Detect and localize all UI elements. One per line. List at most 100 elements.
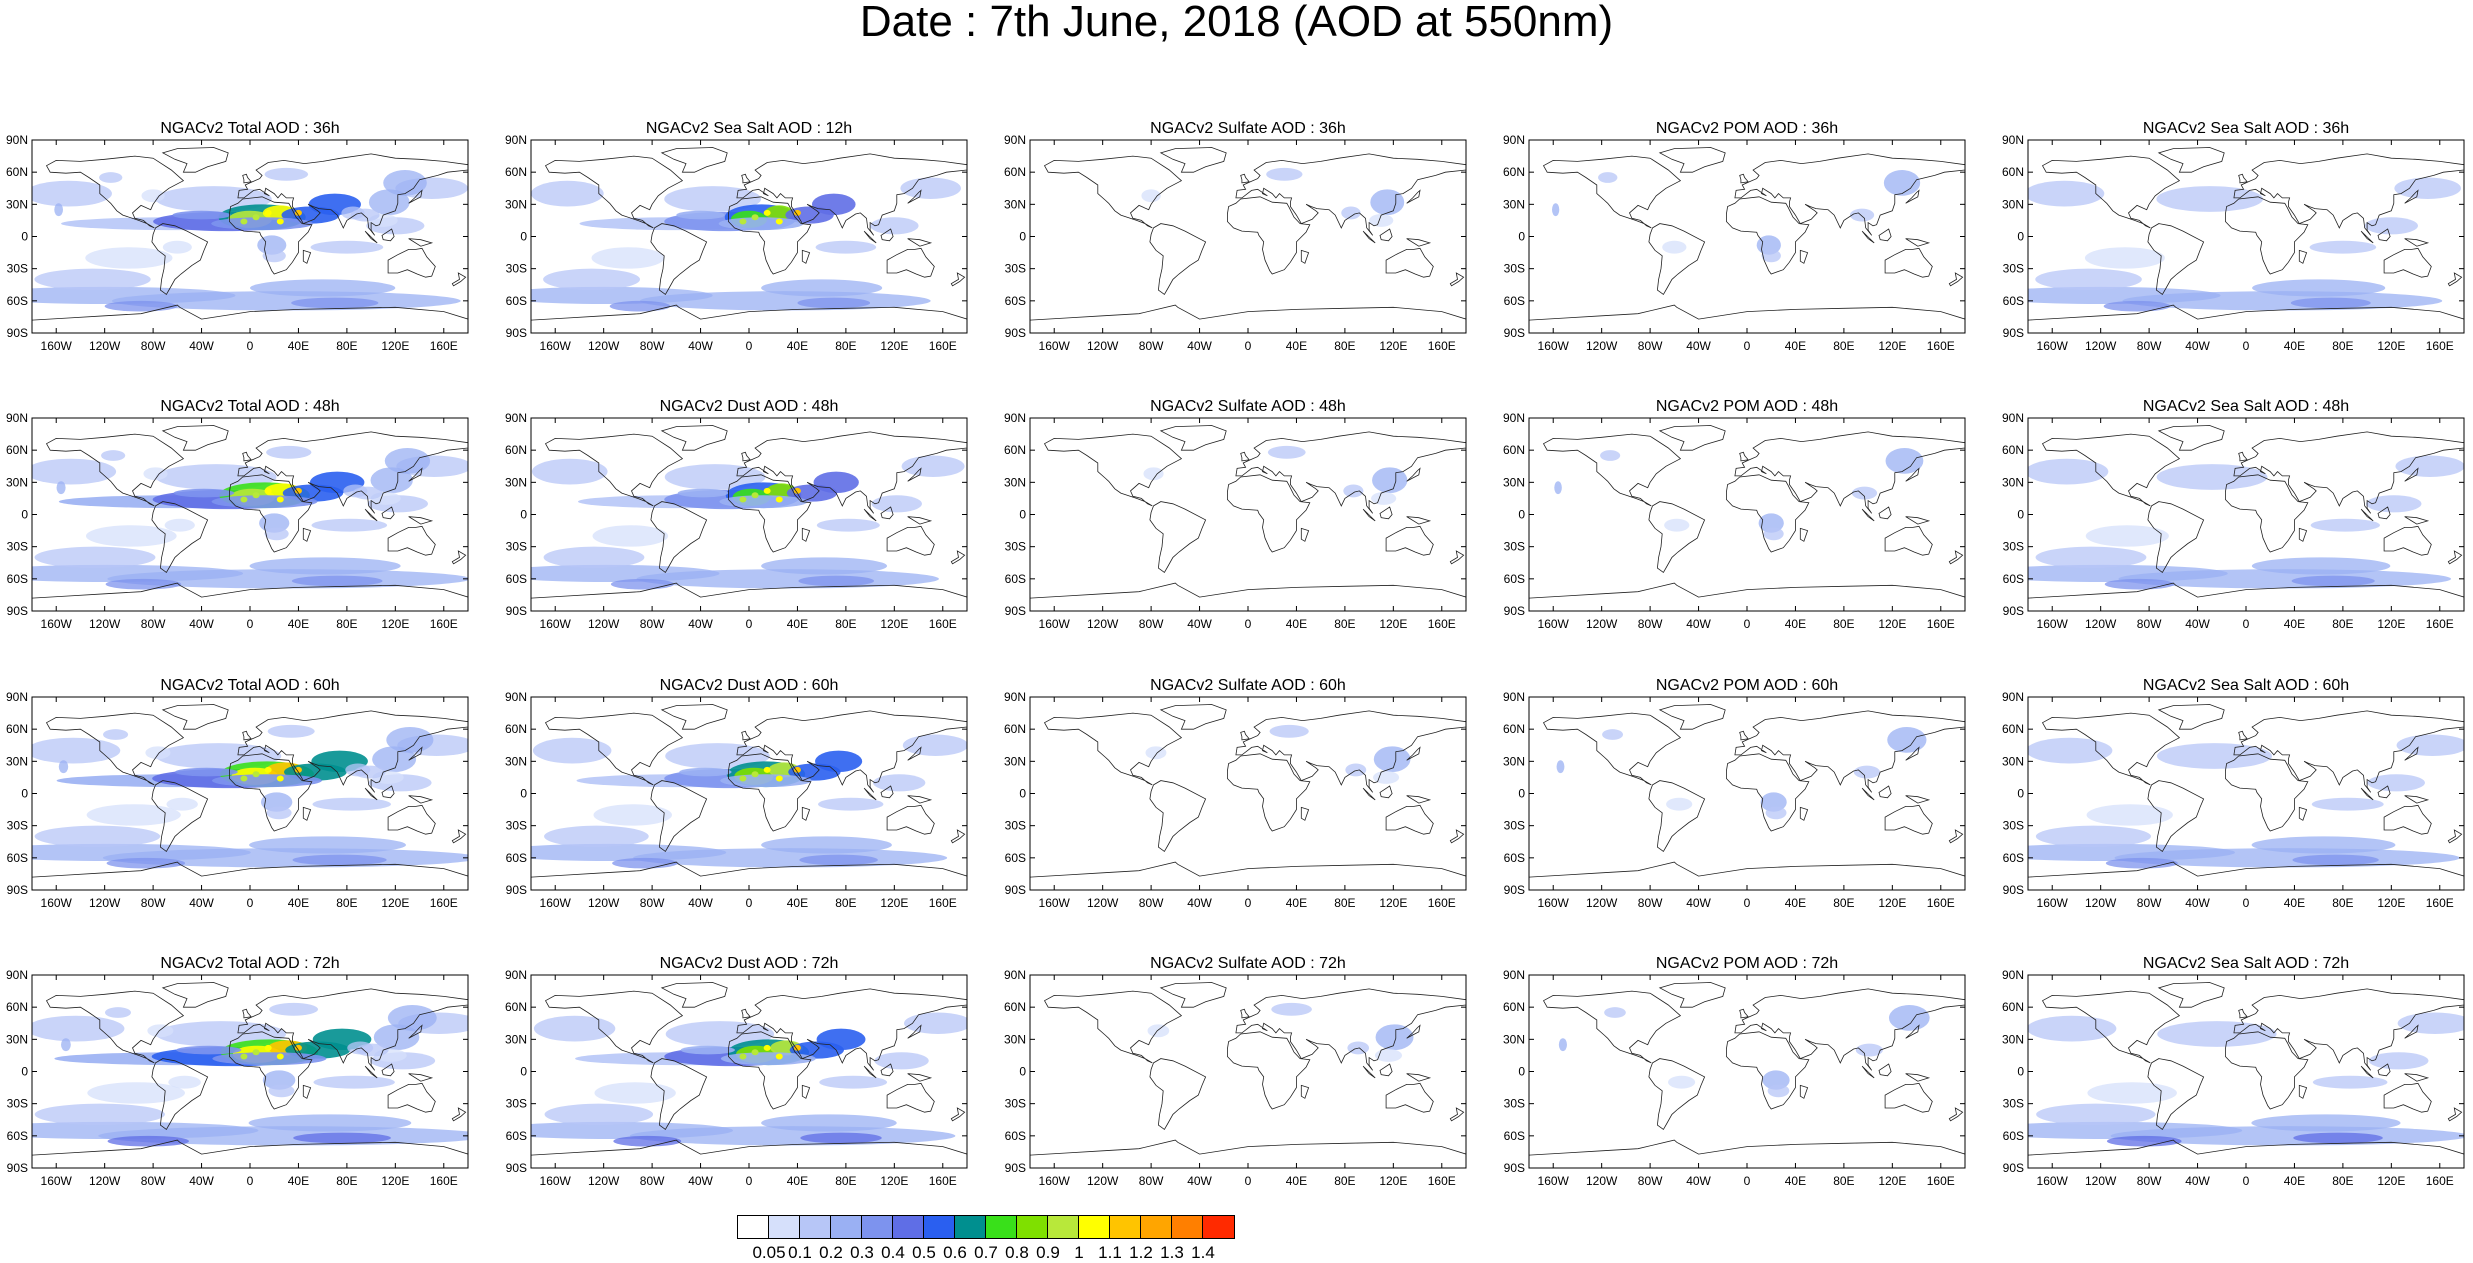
aod-blob-pom <box>386 727 434 753</box>
coastline <box>1030 304 1466 333</box>
coastline <box>2383 525 2432 556</box>
coastline <box>2233 153 2464 236</box>
aod-field <box>1147 1002 1414 1062</box>
coastline <box>2157 147 2225 173</box>
coastline <box>650 223 708 295</box>
coastline <box>1734 710 1965 793</box>
panel-title: NGACv2 Dust AOD : 72h <box>660 955 839 972</box>
coastline <box>451 829 467 844</box>
coastline <box>1240 730 1250 741</box>
lon-label: 80E <box>1833 1174 1854 1188</box>
aod-blob-sulfate <box>1267 445 1306 459</box>
aod-blob-pom <box>1853 765 1880 779</box>
lat-label: 60N <box>1503 722 1525 736</box>
coastline <box>229 196 313 275</box>
coastline <box>302 527 312 542</box>
lat-label: 30N <box>505 197 527 211</box>
aod-blob-dust <box>815 750 863 773</box>
map-panel: 90N 60N 30N 0 30S 60S 90S 160W 120W 80W 40W 0 40E 80E… <box>505 955 968 1188</box>
lat-label: 0 <box>21 508 28 522</box>
lon-label: 80E <box>336 896 357 910</box>
lon-label: 120E <box>381 1174 409 1188</box>
panel-title: NGACv2 Sea Salt AOD : 12h <box>646 120 852 137</box>
lon-label: 160E <box>1428 617 1456 631</box>
lon-label: 40W <box>1187 1174 1212 1188</box>
aod-blob-seasalt <box>819 1075 888 1089</box>
coastline <box>880 506 894 520</box>
lon-label: 120E <box>1379 339 1407 353</box>
lon-label: 0 <box>1245 617 1252 631</box>
aod-hotspot <box>240 1053 248 1060</box>
coastline <box>907 189 922 204</box>
aod-blob-seasalt <box>2293 1132 2383 1144</box>
lon-label: 0 <box>1245 896 1252 910</box>
panel-title: NGACv2 Dust AOD : 60h <box>660 677 839 694</box>
panel-title: NGACv2 Total AOD : 72h <box>160 955 339 972</box>
aod-blob-seasalt <box>665 743 770 769</box>
aod-blob-seasalt <box>155 464 277 490</box>
coastline <box>2147 1058 2205 1130</box>
aod-blob-pom <box>383 170 427 196</box>
panel-title: NGACv2 Total AOD : 36h <box>160 120 339 137</box>
coastline <box>1235 153 1466 236</box>
coastlines <box>531 982 967 1168</box>
lon-label: 0 <box>247 1174 254 1188</box>
lat-label: 0 <box>2017 508 2024 522</box>
coastline <box>1240 451 1250 462</box>
map-panel: 90N 60N 30N 0 30S 60S 90S 160W 120W 80W 40W 0 40E 80E… <box>505 398 968 631</box>
aod-blob-pom <box>168 1075 201 1089</box>
aod-blob-seasalt <box>293 1132 391 1144</box>
lat-label: 30N <box>1004 197 1026 211</box>
lat-label: 30S <box>2003 540 2024 554</box>
lon-label: 160E <box>1428 1174 1456 1188</box>
lat-label: 90N <box>1004 133 1026 147</box>
lat-label: 0 <box>21 230 28 244</box>
aod-hotspot <box>763 1044 771 1051</box>
coastline <box>2377 228 2391 242</box>
coastline <box>650 501 708 573</box>
aod-blob-seasalt <box>902 734 967 756</box>
lat-label: 0 <box>1019 508 1026 522</box>
coastline <box>161 147 229 173</box>
aod-blob-seasalt <box>664 186 762 212</box>
coastline <box>531 861 967 890</box>
lon-label: 0 <box>247 339 254 353</box>
lon-label: 160W <box>1538 1174 1570 1188</box>
lat-label: 0 <box>1019 230 1026 244</box>
aod-blob-seasalt <box>155 186 272 212</box>
aod-hotspot <box>751 214 759 221</box>
coastline <box>1948 1107 1964 1122</box>
lat-label: 30N <box>2002 1032 2024 1046</box>
aod-blob-pom <box>1885 448 1924 474</box>
lat-label: 90S <box>506 883 527 897</box>
colorbar-box <box>986 1216 1017 1238</box>
map-background <box>1529 975 1965 1168</box>
coastlines <box>1030 147 1466 333</box>
colorbar-box <box>862 1216 893 1238</box>
coastline <box>1905 238 1931 247</box>
panel-title: NGACv2 Sulfate AOD : 36h <box>1150 120 1346 137</box>
lat-label: 0 <box>520 787 527 801</box>
lat-label: 90N <box>6 133 28 147</box>
lat-label: 60N <box>1503 443 1525 457</box>
aod-blob-sulfate <box>269 1002 319 1016</box>
aod-blob-seasalt <box>2367 774 2425 792</box>
coastline <box>1030 1139 1466 1168</box>
coastline <box>907 1024 922 1039</box>
colorbar-box <box>955 1216 986 1238</box>
aod-blob-dust <box>811 193 856 216</box>
lon-label: 160W <box>1039 1174 1071 1188</box>
coastline <box>1300 249 1310 264</box>
coastline <box>2404 1024 2419 1039</box>
coastline <box>728 1031 812 1110</box>
lon-label: 0 <box>247 617 254 631</box>
aod-blob-seasalt <box>87 1082 185 1104</box>
aod-blob-seasalt <box>32 180 112 207</box>
coastline <box>364 230 378 244</box>
coastlines <box>531 425 967 611</box>
lon-label: 40E <box>2284 896 2305 910</box>
aod-blob-seasalt <box>531 458 608 485</box>
coastline <box>880 228 894 242</box>
coastline <box>1529 582 1965 611</box>
coastline <box>1884 525 1933 556</box>
